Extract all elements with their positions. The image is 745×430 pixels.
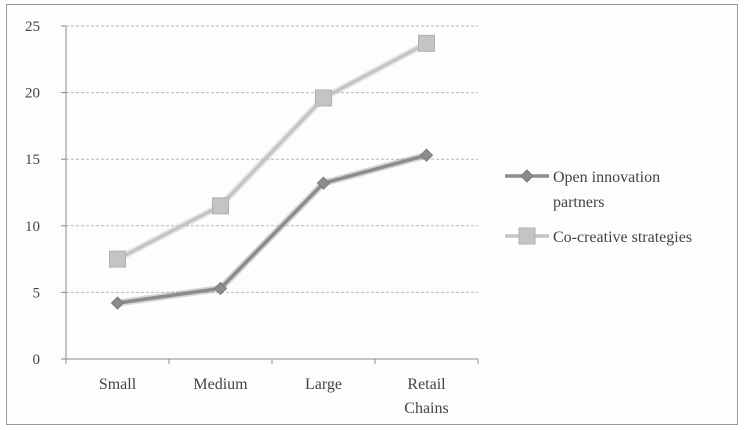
data-point-square [212, 197, 229, 215]
y-tick-label: 10 [25, 219, 40, 235]
x-category-label: Small [99, 376, 137, 393]
y-tick-label: 5 [33, 285, 41, 301]
legend-label: Co-creative strategies [553, 229, 692, 246]
legend-marker-square [518, 227, 536, 245]
gridlines [66, 25, 478, 293]
x-category-label: Medium [193, 376, 248, 393]
y-tick-label: 15 [25, 152, 40, 168]
legend: Open innovation partners Co-creative strat… [505, 169, 692, 246]
data-point-square [315, 89, 332, 107]
y-tick-label: 20 [25, 86, 40, 102]
series-line [117, 153, 427, 305]
data-point-square [109, 250, 126, 268]
data-point-diamond [213, 281, 228, 296]
series [109, 34, 435, 310]
y-tick-label: 0 [33, 352, 41, 368]
data-point-diamond [419, 148, 434, 162]
legend-marker-diamond [520, 169, 534, 183]
series-line [116, 41, 428, 261]
y-tick-label: 25 [25, 19, 40, 35]
x-category-label: Retail Chains [404, 376, 448, 417]
axis-labels: 0 5 10 15 20 25 Small Medium Large Retail Chains [25, 19, 449, 417]
x-category-label: Large [305, 376, 342, 393]
data-point-diamond [110, 296, 125, 310]
legend-label: Open innovation partners [553, 169, 660, 211]
axes [61, 25, 479, 364]
series-line-halo [117, 151, 428, 307]
data-point-diamond [316, 176, 331, 190]
data-point-square [418, 34, 435, 52]
